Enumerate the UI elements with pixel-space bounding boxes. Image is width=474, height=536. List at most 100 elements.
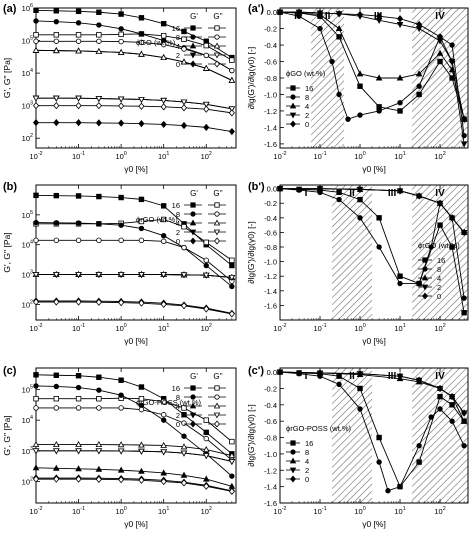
legend-label: 16 (172, 201, 180, 210)
x-tick-label: 102 (201, 323, 212, 333)
series-line (35, 49, 233, 81)
legend-marker (214, 394, 220, 400)
legend-marker (214, 202, 220, 208)
legend-label: 2 (305, 111, 309, 120)
data-point (376, 12, 383, 20)
legend-marker (213, 219, 221, 226)
data-point (203, 123, 210, 131)
data-point (228, 310, 235, 318)
data-point (160, 20, 167, 27)
y-tick-label: 105 (22, 210, 33, 220)
data-point (428, 414, 434, 420)
chart-panel: (a) 10-2 10-1 100 101 102 γ0 [%] 102 103 104 105 10… (2, 3, 237, 174)
data-point (52, 464, 60, 471)
data-point (336, 34, 342, 40)
data-point (52, 448, 60, 455)
data-point (32, 46, 40, 53)
region-ii-hatch (311, 8, 345, 148)
x-tick-label: 101 (158, 506, 169, 516)
data-point (53, 192, 60, 199)
data-point (53, 38, 60, 44)
data-point (96, 32, 102, 38)
series-line (36, 122, 232, 133)
data-point (416, 280, 422, 287)
data-point (203, 42, 209, 49)
legend-marker (189, 219, 197, 226)
data-point (138, 196, 145, 203)
data-point (53, 8, 60, 14)
data-point (229, 283, 235, 290)
series-line (36, 450, 232, 462)
data-point (461, 228, 468, 237)
data-point (397, 280, 403, 287)
data-point (95, 465, 103, 472)
data-point (118, 26, 124, 32)
x-tick-label: 102 (434, 323, 445, 333)
data-point (96, 395, 102, 402)
x-tick-label: 10-2 (273, 151, 286, 161)
y-tick-label: -1.0 (264, 450, 277, 459)
plot-frame (35, 7, 237, 149)
legend-label: 2 (437, 283, 441, 292)
panel-label: (b') (248, 181, 265, 193)
y-tick-label: -0.8 (264, 243, 277, 252)
data-point (117, 272, 125, 279)
data-point (437, 222, 443, 228)
data-point (52, 440, 60, 448)
data-point (33, 237, 39, 244)
y-tick-label: 0.0 (267, 368, 277, 377)
data-point (118, 119, 125, 127)
panel-label: (a') (248, 3, 264, 15)
data-point (460, 141, 468, 148)
legend-marker (214, 25, 220, 31)
legend-marker (213, 229, 221, 236)
data-point (138, 120, 145, 128)
region-ii-hatch (332, 185, 373, 320)
chart-panel: (c) 10-2 10-1 100 101 102 γ0 [%] 102 103 104 105 G'… (2, 365, 237, 529)
legend-marker (213, 52, 221, 59)
legend-label: 16 (172, 384, 180, 393)
data-point (53, 237, 60, 244)
legend-marker (289, 102, 297, 109)
data-point (416, 443, 422, 449)
data-point (160, 272, 168, 279)
data-point (461, 295, 467, 301)
legend-marker (190, 25, 196, 31)
data-point (118, 194, 124, 201)
legend-marker (190, 385, 196, 391)
data-point (32, 95, 40, 102)
x-tick-label: 100 (354, 151, 365, 161)
panel-label: (a) (3, 3, 17, 15)
region-label: II (325, 11, 331, 22)
data-point (181, 224, 187, 230)
data-point (180, 450, 188, 457)
data-point (160, 103, 167, 111)
data-point (357, 196, 363, 203)
y-tick-label: -0.4 (264, 41, 277, 50)
data-point (160, 412, 167, 418)
data-point (118, 11, 124, 17)
data-point (33, 7, 39, 13)
data-point (53, 102, 60, 110)
x-axis-label: γ0 [%] (362, 164, 386, 174)
plot-frame (35, 184, 237, 321)
data-point (376, 244, 382, 250)
data-point (138, 225, 145, 232)
data-point (96, 387, 102, 393)
y-tick-label: 103 (22, 270, 33, 280)
x-tick-label: 100 (115, 506, 126, 516)
data-point (461, 310, 467, 316)
series-line (36, 40, 233, 71)
data-point (203, 482, 210, 490)
data-point (276, 185, 284, 193)
data-point (376, 215, 382, 221)
y-tick-label: -0.8 (264, 74, 277, 83)
data-point (75, 405, 82, 411)
data-point (160, 41, 167, 48)
data-point (52, 47, 60, 54)
data-point (397, 273, 403, 279)
legend-marker (290, 440, 296, 446)
legend-marker (290, 475, 296, 483)
